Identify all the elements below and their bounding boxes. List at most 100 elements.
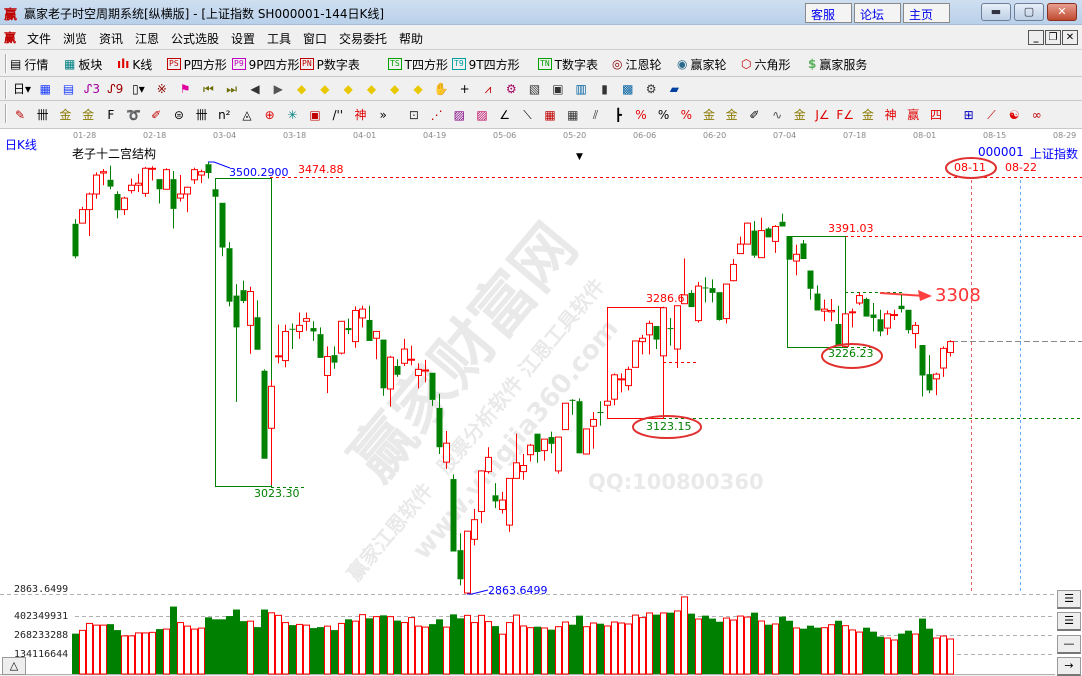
n2-icon[interactable]: n² <box>218 108 231 122</box>
si-angle-icon[interactable]: 四∠ <box>929 108 942 122</box>
sine-icon[interactable]: ∿ <box>772 108 783 122</box>
parallel-icon[interactable]: ⫽ <box>592 108 599 122</box>
crosshair-icon[interactable]: + <box>459 82 470 96</box>
toolbar-tn-button[interactable]: TN T数字表 <box>538 55 598 73</box>
settings-icon[interactable]: ⚙ <box>645 82 657 96</box>
right-icon[interactable]: ▶ <box>273 82 283 96</box>
grid-icon[interactable]: ▦ <box>544 108 556 122</box>
minimize-icon[interactable]: ▬ <box>981 3 1011 21</box>
ying-angle-icon[interactable]: 赢∠ <box>907 108 920 122</box>
first-icon[interactable]: ⏮ <box>202 82 214 96</box>
gold-line2-icon[interactable]: 金 <box>82 108 95 122</box>
menu-settings[interactable]: 设置 <box>231 32 256 46</box>
menu-help[interactable]: 帮助 <box>399 32 424 46</box>
box-ruler-icon[interactable]: ⊡ <box>408 108 419 122</box>
menu-gann[interactable]: 江恩 <box>135 32 160 46</box>
zoom-in-icon[interactable]: ☰ <box>1057 612 1081 631</box>
brush-icon[interactable]: ✐ <box>749 108 760 122</box>
toolbar-grip[interactable] <box>5 54 7 73</box>
gold-bar-icon[interactable]: 金 <box>793 108 806 122</box>
grid-arrow-icon[interactable]: ▦ <box>567 108 579 122</box>
triangle-icon[interactable]: ◬ <box>242 108 252 122</box>
toolbar-dollar-button[interactable]: $ 赢家服务 <box>808 55 867 73</box>
document-icon[interactable]: ▤ <box>62 82 75 96</box>
map-icon[interactable]: ※ <box>156 82 167 96</box>
menu-formula-screener[interactable]: 公式选股 <box>171 32 220 46</box>
circle-lines-icon[interactable]: ⊜ <box>173 108 184 122</box>
toolbar-t9-button[interactable]: T9 9T四方形 <box>452 55 520 73</box>
diamond-down-icon[interactable]: ◆ <box>366 82 377 96</box>
flag-icon[interactable]: ⚑ <box>179 82 191 96</box>
gold-angle-icon[interactable]: 金∠ <box>861 108 874 122</box>
dropdown-marker-icon[interactable]: ▼ <box>576 152 583 162</box>
wave9-icon[interactable]: ᔑ9 <box>107 82 124 96</box>
menu-tools[interactable]: 工具 <box>267 32 292 46</box>
fan-lines-icon[interactable]: ⋰ <box>430 108 443 122</box>
wave3-icon[interactable]: ᔑ3 <box>83 82 100 96</box>
toolbar-quote-table-button[interactable]: ▤ 行情 <box>10 55 48 73</box>
toolbar-big-wheel-button[interactable]: ◉ 赢家轮 <box>677 55 727 73</box>
cross-grid-icon[interactable]: ⊞ <box>963 108 974 122</box>
gann-fan-icon[interactable]: ⚙ <box>505 82 517 96</box>
shen-icon[interactable]: 神 <box>354 108 367 122</box>
angle2-icon[interactable]: ⟍ <box>523 108 532 122</box>
toolbar-p9-button[interactable]: P9 9P四方形 <box>232 55 300 73</box>
toolbar-grip[interactable] <box>5 104 7 123</box>
collapse-panel-button[interactable]: △ <box>2 657 26 675</box>
toolbar-candlestick-button[interactable]: ılı K线 <box>117 55 152 73</box>
spiral-icon[interactable]: ➰ <box>126 108 141 122</box>
menu-trading[interactable]: 交易委托 <box>339 32 388 46</box>
truck-icon[interactable]: ▰ <box>669 82 679 96</box>
fib-line-icon[interactable]: F <box>107 108 115 122</box>
chart-picture-icon[interactable]: ▩ <box>622 82 634 96</box>
homepage-button[interactable]: 主页 <box>903 3 950 23</box>
period-label[interactable]: 日K线 <box>5 138 37 152</box>
save-icon[interactable]: ▮ <box>601 82 608 96</box>
triple-line-icon[interactable]: 卌 <box>36 108 49 122</box>
mdi-restore-icon[interactable]: ❐ <box>1045 30 1061 45</box>
square-fan2-icon[interactable]: ▨ <box>476 108 488 122</box>
square-fan-icon[interactable]: ▨ <box>453 108 465 122</box>
forum-button[interactable]: 论坛 <box>854 3 901 23</box>
web-icon[interactable]: ✳ <box>287 108 298 122</box>
toolbar-ps-button[interactable]: PS P四方形 <box>167 55 227 73</box>
pen-ruler-icon[interactable]: ✐ <box>151 108 162 122</box>
customer-service-button[interactable]: 客服 <box>805 3 852 23</box>
toolbar-hexagon-button[interactable]: ⬡ 六角形 <box>741 55 791 73</box>
diamond-right-icon[interactable]: ◆ <box>320 82 330 96</box>
f-angle-icon[interactable]: F∠ <box>836 108 855 122</box>
menu-news[interactable]: 资讯 <box>99 32 124 46</box>
last-icon[interactable]: ⏭ <box>226 82 238 96</box>
close-icon[interactable]: ✕ <box>1047 3 1077 21</box>
j-angle-icon[interactable]: J∠ <box>815 108 830 122</box>
zoom-out-icon[interactable]: — <box>1057 635 1081 654</box>
diamond-left-icon[interactable]: ◆ <box>296 82 307 96</box>
toolbar-ts-button[interactable]: TS T四方形 <box>388 55 448 73</box>
gold-line-icon[interactable]: 金 <box>59 108 72 122</box>
pen-icon[interactable]: ✎ <box>14 108 26 122</box>
quote-mark-icon[interactable]: /'' <box>332 108 344 122</box>
target-icon[interactable]: ⊕ <box>264 108 275 122</box>
period-day-icon[interactable]: 日▾ <box>12 82 32 96</box>
menu-window[interactable]: 窗口 <box>303 32 328 46</box>
toolbar-sector-grid-button[interactable]: ▦ 板块 <box>64 55 102 73</box>
percent-icon[interactable]: % <box>657 108 670 122</box>
angle-icon[interactable]: ∠ <box>499 108 511 122</box>
zoom-max-icon[interactable]: ☰ <box>1057 590 1081 609</box>
toolbar-pn-button[interactable]: PN P数字表 <box>300 55 360 73</box>
kline-chart-area[interactable] <box>0 129 1082 675</box>
candle-type-icon[interactable]: ▯▾ <box>132 82 145 96</box>
diamond-up-icon[interactable]: ◆ <box>343 82 353 96</box>
menu-browse[interactable]: 浏览 <box>63 32 88 46</box>
vlines-icon[interactable]: ┣ <box>614 108 622 122</box>
zoom-min-icon[interactable]: → <box>1057 657 1081 676</box>
more-icon[interactable]: » <box>379 108 387 122</box>
toolbar-grip[interactable] <box>5 80 7 99</box>
square-web-icon[interactable]: ▣ <box>309 108 321 122</box>
hand-icon[interactable]: ✋ <box>433 82 449 96</box>
maximize-icon[interactable]: ▢ <box>1014 3 1044 21</box>
quad-line-icon[interactable]: 卌 <box>195 108 208 122</box>
calculator-icon[interactable]: ▥ <box>575 82 587 96</box>
percent-slash-icon[interactable]: % <box>635 108 647 122</box>
shen-angle-icon[interactable]: 神∠ <box>884 108 897 122</box>
